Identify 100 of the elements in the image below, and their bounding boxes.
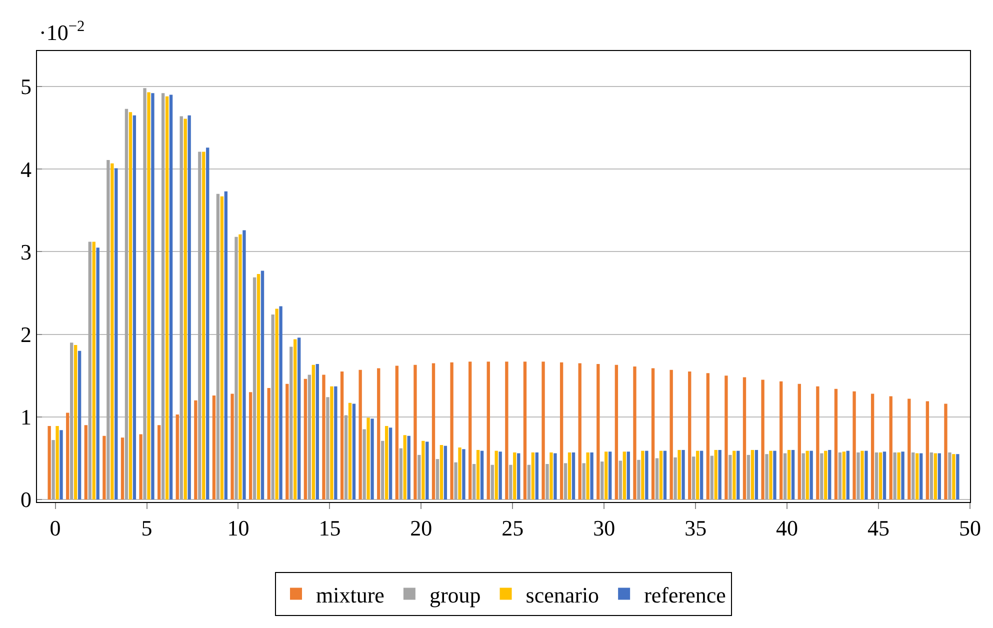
bar (750, 450, 754, 500)
bar (754, 450, 758, 500)
bar (820, 453, 824, 500)
bar (582, 463, 586, 500)
bar (742, 377, 746, 500)
bar (238, 234, 242, 500)
bar (132, 115, 136, 500)
bar (700, 450, 704, 500)
legend-label: mixture (316, 582, 384, 608)
bar (651, 368, 655, 500)
bar (846, 450, 850, 500)
bar (596, 364, 600, 500)
bar (564, 463, 568, 500)
bar (462, 449, 466, 500)
bar (279, 306, 282, 500)
bar (260, 270, 264, 500)
y-tick-label: 0 (20, 487, 32, 512)
bar (882, 452, 886, 500)
text: ·10$^{−2}$ (39, 18, 85, 46)
bar (436, 459, 440, 500)
bar (184, 118, 187, 500)
bar (326, 397, 330, 500)
bar (614, 364, 618, 500)
bar (348, 402, 352, 500)
bar (901, 452, 904, 500)
bar (322, 374, 326, 500)
bar (878, 452, 882, 500)
x-tick-label: 30 (593, 516, 616, 540)
bar (948, 452, 952, 500)
bar (586, 452, 590, 500)
bar (874, 452, 878, 500)
bar (810, 450, 813, 500)
bar (546, 464, 549, 500)
bar (670, 370, 673, 500)
bar (84, 425, 88, 500)
x-tick-label: 50 (959, 516, 981, 540)
bar (316, 364, 319, 500)
bar (938, 453, 941, 500)
bar (513, 452, 516, 500)
bar (202, 152, 206, 500)
bar (444, 446, 448, 500)
bar (60, 430, 63, 500)
bar (70, 342, 74, 500)
bar (637, 460, 640, 500)
bar (352, 404, 356, 500)
bar (736, 450, 740, 500)
y-tick-label: 4 (20, 156, 32, 182)
bar (102, 436, 106, 500)
x-tick-label: 15 (318, 516, 341, 540)
y-tick-label: 3 (20, 239, 32, 264)
bar (842, 452, 846, 500)
bar (304, 378, 308, 500)
bar (198, 152, 202, 500)
bar (517, 453, 520, 500)
bar (828, 450, 832, 500)
bar (655, 458, 659, 500)
bar (432, 363, 436, 500)
bar (388, 428, 392, 500)
bar (505, 362, 508, 500)
bar (78, 350, 82, 500)
bar (724, 376, 728, 500)
bar (572, 452, 576, 500)
bar (860, 450, 864, 500)
bar (139, 434, 142, 500)
legend-label: reference (644, 582, 726, 608)
bar (381, 440, 384, 500)
bar (48, 426, 51, 500)
bar (578, 363, 582, 500)
bar (912, 452, 915, 500)
legend-label: group (429, 582, 481, 608)
bar (165, 96, 169, 500)
bar (608, 452, 612, 500)
bar (889, 396, 892, 500)
bar (852, 391, 856, 500)
legend-label: scenario (526, 582, 600, 608)
bar (468, 362, 472, 500)
bar (399, 448, 402, 500)
bar (746, 454, 750, 500)
x-tick-label: 0 (50, 516, 61, 540)
bar (480, 450, 484, 500)
bar (600, 462, 604, 500)
bar (560, 362, 564, 500)
bar (590, 452, 594, 500)
bar (604, 452, 608, 500)
bar (151, 93, 154, 500)
bar (242, 230, 246, 500)
bar (663, 450, 667, 500)
bar (930, 452, 934, 500)
bar (158, 425, 161, 500)
bar (568, 452, 572, 500)
bar (696, 450, 700, 500)
bar (234, 236, 238, 500)
bar (618, 460, 622, 500)
bar (787, 450, 791, 500)
bar (908, 398, 911, 500)
bar (798, 384, 801, 500)
x-tick-label: 40 (776, 516, 798, 540)
bar (856, 452, 860, 500)
bar (384, 426, 388, 500)
x-tick-label: 10 (227, 516, 250, 540)
